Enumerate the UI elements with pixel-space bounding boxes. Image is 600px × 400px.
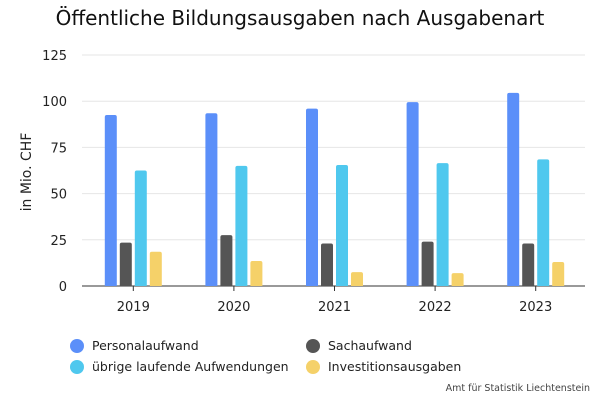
bar-investitionsausgaben-2019 [149,251,162,286]
legend-label: Sachaufwand [328,338,412,353]
legend-item: übrige laufende Aufwendungen [70,359,306,374]
legend-swatch [306,338,320,353]
legend-label: Investitionsausgaben [328,359,462,374]
x-tick-label: 2019 [117,300,150,315]
bar-übrige-laufende-aufwendungen-2021 [336,164,348,286]
bar-investitionsausgaben-2021 [351,272,363,286]
bar-sachaufwand-2023 [522,243,535,286]
legend-label: übrige laufende Aufwendungen [92,359,289,374]
bar-sachaufwand-2021 [321,243,333,286]
x-tick-label: 2021 [318,300,351,315]
bar-personalaufwand-2020 [205,113,218,286]
gridlines [82,54,585,287]
legend-swatch [70,359,84,374]
bar-investitionsausgaben-2020 [250,261,263,286]
y-tick-label: 125 [42,49,67,64]
y-axis-label: in Mio. CHF [19,133,35,212]
bar-personalaufwand-2021 [306,108,318,286]
bar-übrige-laufende-aufwendungen-2023 [537,159,550,286]
bar-investitionsausgaben-2023 [552,261,565,286]
y-tick-label: 25 [50,234,67,249]
chart-title: Öffentliche Bildungsausgaben nach Ausgab… [55,6,545,30]
bar-personalaufwand-2022 [406,102,419,287]
legend: Personalaufwand Sachaufwand übrige laufend… [70,338,530,374]
x-tick-label: 2023 [519,300,552,315]
bar-investitionsausgaben-2022 [451,273,464,286]
x-tick-label: 2020 [217,300,250,315]
x-axis-ticks: 2019 2020 2021 2022 2023 [117,286,552,315]
bar-übrige-laufende-aufwendungen-2020 [235,165,248,286]
bars [104,92,565,287]
bar-personalaufwand-2019 [104,115,117,286]
x-tick-label: 2022 [419,300,452,315]
y-tick-label: 0 [59,280,67,295]
legend-item: Investitionsausgaben [306,359,530,374]
bar-sachaufwand-2020 [220,235,233,286]
bar-übrige-laufende-aufwendungen-2019 [134,170,147,286]
legend-label: Personalaufwand [92,338,199,353]
bar-personalaufwand-2023 [507,92,520,286]
y-tick-label: 100 [42,95,67,110]
bar-sachaufwand-2019 [119,242,132,286]
legend-swatch [70,338,84,353]
bar-sachaufwand-2022 [421,241,434,286]
y-axis-ticks: 0 25 50 75 100 125 [42,49,67,295]
source-note: Amt für Statistik Liechtenstein [445,383,590,394]
legend-item: Personalaufwand [70,338,306,353]
bar-übrige-laufende-aufwendungen-2022 [436,163,449,286]
legend-item: Sachaufwand [306,338,530,353]
legend-swatch [306,359,320,374]
y-tick-label: 50 [50,188,67,203]
y-tick-label: 75 [50,141,67,156]
